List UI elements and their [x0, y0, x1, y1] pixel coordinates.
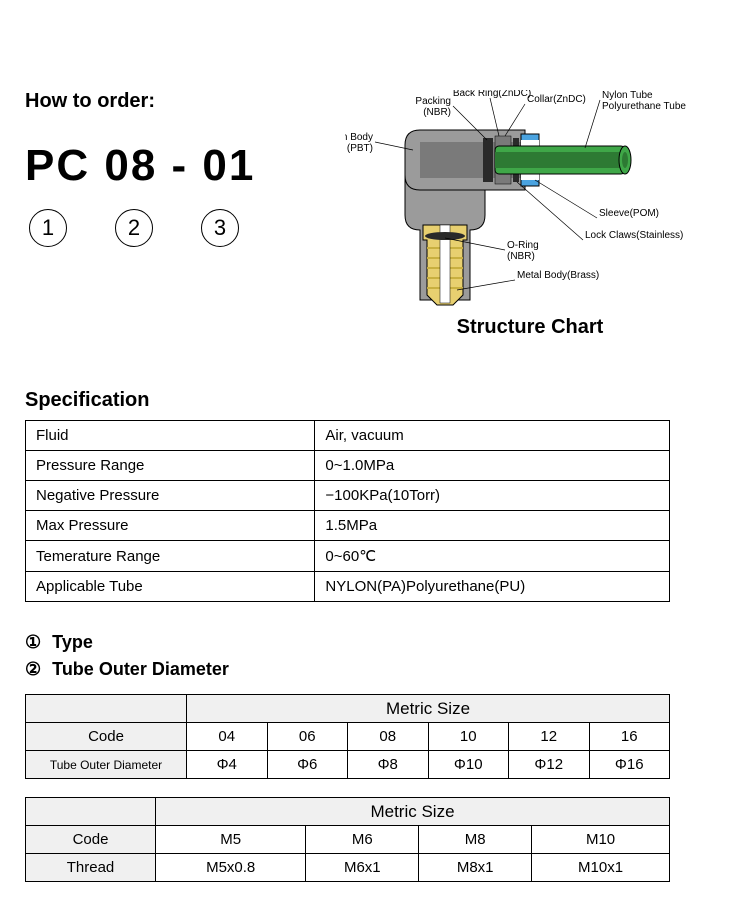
tube-diameter-table: Metric SizeCode040608101216 Tube Outer Di… [25, 694, 670, 779]
spec-label: Applicable Tube [26, 572, 315, 602]
spec-value: 0~1.0MPa [315, 451, 670, 481]
specification-title: Specification [25, 389, 725, 412]
diagram-label: Packing [415, 96, 451, 107]
diameter-cell: Φ16 [589, 751, 670, 779]
spec-label: Negative Pressure [26, 481, 315, 511]
order-indices: 1 2 3 [29, 209, 345, 247]
diameter-cell: Φ6 [267, 751, 348, 779]
diameter-cell: Φ10 [428, 751, 509, 779]
code-cell: 16 [589, 723, 670, 751]
spec-value: −100KPa(10Torr) [315, 481, 670, 511]
diagram-label: (NBR) [507, 251, 535, 262]
order-index-3: 3 [201, 209, 239, 247]
diagram-label: Lock Claws(Stainless) [585, 230, 683, 241]
thread-table: Metric SizeCodeM5M6M8M10 ThreadM5x0.8M6x1… [25, 797, 670, 882]
thread-cell: M8x1 [419, 854, 532, 882]
spec-label: Fluid [26, 421, 315, 451]
thread-cell: M5x0.8 [156, 854, 306, 882]
diagram-label: Nylon Tube [602, 90, 653, 101]
metric-size-header: Metric Size [156, 798, 670, 826]
code-cell: M5 [156, 826, 306, 854]
section-type-num: ① [25, 632, 41, 653]
code-cell: M6 [306, 826, 419, 854]
code-cell: 06 [267, 723, 348, 751]
diagram-label: O-Ring [507, 240, 539, 251]
diagram-label: Metal Body(Brass) [517, 270, 599, 281]
diagram-label: Sleeve(POM) [599, 208, 659, 219]
diameter-cell: Φ4 [187, 751, 268, 779]
metric-size-header: Metric Size [187, 695, 670, 723]
spec-value: Air, vacuum [315, 421, 670, 451]
table-row: Max Pressure1.5MPa [26, 511, 670, 541]
part-code: PC 08 - 01 [25, 141, 345, 191]
thread-cell: M10x1 [532, 854, 670, 882]
spec-label: Temerature Range [26, 541, 315, 572]
diagram-label: Collar(ZnDC) [527, 94, 586, 105]
diagram-label: Back Ring(ZnDC) [453, 90, 531, 99]
code-cell: M8 [419, 826, 532, 854]
spec-label: Max Pressure [26, 511, 315, 541]
spec-value: NYLON(PA)Polyurethane(PU) [315, 572, 670, 602]
table-row: Applicable TubeNYLON(PA)Polyurethane(PU) [26, 572, 670, 602]
spec-value: 1.5MPa [315, 511, 670, 541]
table-row: Temerature Range0~60℃ [26, 541, 670, 572]
blank-corner [26, 798, 156, 826]
section-tube-heading: ② Tube Outer Diameter [25, 659, 725, 680]
section-tube-label: Tube Outer Diameter [52, 659, 229, 679]
specification-table: FluidAir, vacuumPressure Range0~1.0MPaNe… [25, 420, 670, 602]
order-index-2: 2 [115, 209, 153, 247]
code-cell: 04 [187, 723, 268, 751]
section-tube-num: ② [25, 659, 41, 680]
row-label-diameter: Tube Outer Diameter [26, 751, 187, 779]
table-row: FluidAir, vacuum [26, 421, 670, 451]
diameter-cell: Φ12 [509, 751, 590, 779]
row-label-code: Code [26, 723, 187, 751]
spec-value: 0~60℃ [315, 541, 670, 572]
diagram-label: (NBR) [423, 107, 451, 118]
diameter-cell: Φ8 [348, 751, 429, 779]
diagram-label: (PBT) [347, 143, 373, 154]
structure-chart: Resin Body(PBT)Packing(NBR)Back Ring(ZnD… [345, 90, 715, 339]
section-type-label: Type [52, 632, 93, 652]
order-index-1: 1 [29, 209, 67, 247]
diagram-label: Resin Body [345, 132, 373, 143]
diagram-label: Polyurethane Tube [602, 101, 686, 112]
section-type-heading: ① Type [25, 632, 725, 653]
row-label-thread: Thread [26, 854, 156, 882]
table-row: Negative Pressure−100KPa(10Torr) [26, 481, 670, 511]
code-cell: 12 [509, 723, 590, 751]
code-cell: 08 [348, 723, 429, 751]
blank-corner [26, 695, 187, 723]
thread-cell: M6x1 [306, 854, 419, 882]
structure-chart-title: Structure Chart [345, 316, 715, 339]
table-row: Pressure Range0~1.0MPa [26, 451, 670, 481]
row-label-code: Code [26, 826, 156, 854]
how-to-order-heading: How to order: [25, 90, 345, 113]
spec-label: Pressure Range [26, 451, 315, 481]
code-cell: M10 [532, 826, 670, 854]
code-cell: 10 [428, 723, 509, 751]
